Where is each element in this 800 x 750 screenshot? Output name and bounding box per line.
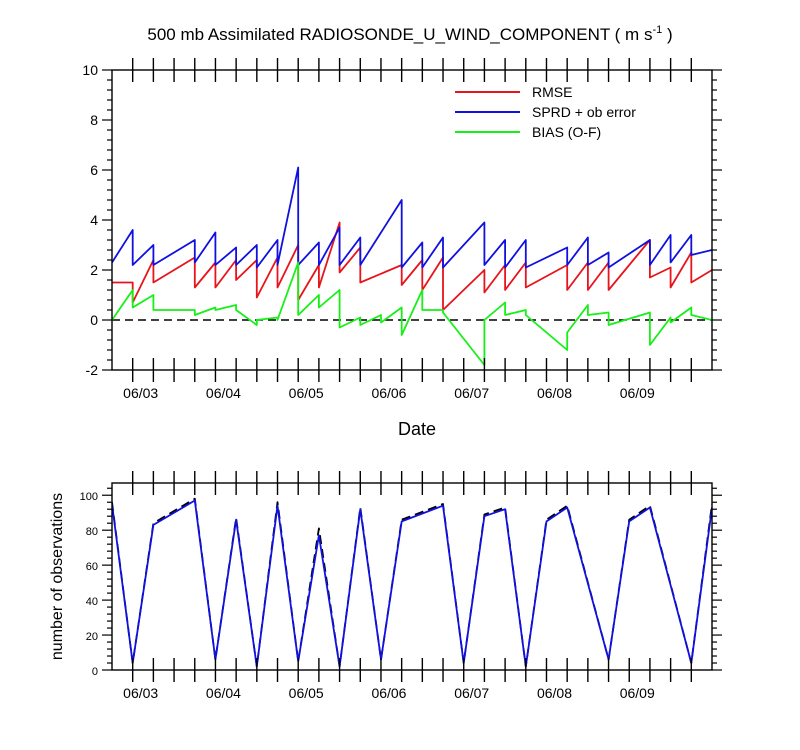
y-tick-label: 6 <box>90 162 98 178</box>
x-tick-label: 06/05 <box>289 685 324 701</box>
y-tick-label: -2 <box>86 362 99 378</box>
y-tick-label: 40 <box>86 596 98 608</box>
series-line-rmse <box>112 221 712 311</box>
y-tick-label: 80 <box>86 526 98 538</box>
legend-label-bias: BIAS (O-F) <box>532 124 601 140</box>
series-line-bias-o-f <box>112 261 712 366</box>
x-tick-label: 06/03 <box>123 385 158 401</box>
y-tick-label: 0 <box>92 666 98 678</box>
observation-count-panel: 06/03 06/04 06/05 06/06 06/07 06/08 06/09 0 20 40… <box>49 471 722 701</box>
plot-frame <box>111 482 713 671</box>
rmse-spread-bias-panel: 06/03 06/04 06/05 06/06 06/07 06/08 06/09 -2 0 2 4… <box>82 58 722 439</box>
legend-label-spread: SPRD + ob error <box>532 104 636 120</box>
series-line-0 <box>112 497 712 668</box>
y-tick-label: 100 <box>80 491 98 503</box>
chart-title: 500 mb Assimilated RADIOSONDE_U_WIND_COM… <box>147 24 672 44</box>
legend-label-rmse: RMSE <box>532 84 572 100</box>
y-tick-label: 20 <box>86 631 98 643</box>
series-line-1 <box>112 499 712 668</box>
x-tick-label: 06/08 <box>537 685 572 701</box>
x-tick-label: 06/09 <box>620 385 655 401</box>
series-group <box>112 497 712 668</box>
y-tick-label: 8 <box>90 112 98 128</box>
x-tick-label: 06/04 <box>206 685 241 701</box>
series-line-sprd-ob-error <box>112 166 712 269</box>
x-tick-label: 06/07 <box>454 685 489 701</box>
y-tick-label: 0 <box>90 312 98 328</box>
x-tick-label: 06/06 <box>371 685 406 701</box>
x-tick-label: 06/05 <box>289 385 324 401</box>
y-tick-label: 4 <box>90 212 98 228</box>
x-tick-label: 06/06 <box>371 385 406 401</box>
x-tick-label: 06/08 <box>537 385 572 401</box>
y-tick-label: 60 <box>86 561 98 573</box>
x-tick-label: 06/03 <box>123 685 158 701</box>
chart-legend: RMSE SPRD + ob error BIAS (O-F) <box>455 84 636 140</box>
x-axis-label: Date <box>398 419 436 439</box>
x-tick-label: 06/07 <box>454 385 489 401</box>
x-tick-label: 06/09 <box>620 685 655 701</box>
y-axis-label: number of observations <box>49 493 66 660</box>
series-group <box>112 166 712 366</box>
y-tick-label: 2 <box>90 262 98 278</box>
x-tick-label: 06/04 <box>206 385 241 401</box>
y-tick-label: 10 <box>82 62 98 78</box>
